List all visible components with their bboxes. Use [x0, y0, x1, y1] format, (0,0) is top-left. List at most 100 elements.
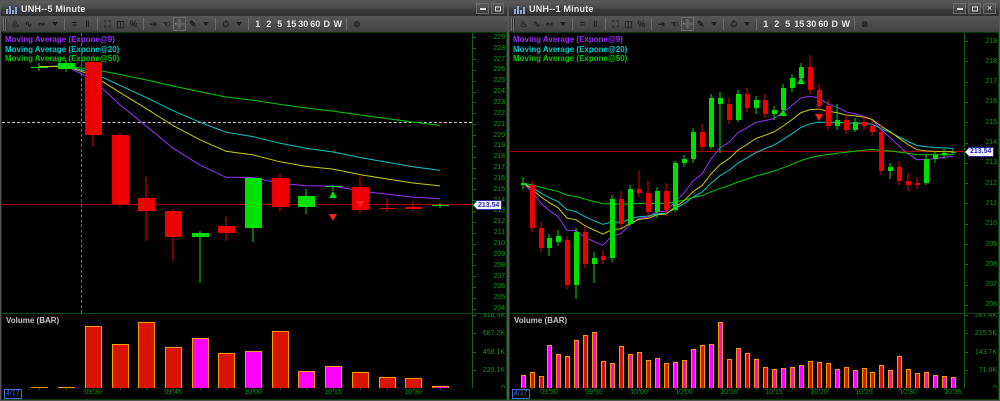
volume-bar[interactable] [137, 322, 155, 389]
pencil-icon[interactable]: ✎ [188, 18, 197, 29]
candlestick[interactable] [30, 33, 48, 313]
expand-icon[interactable]: ⛶ [612, 18, 619, 29]
timeframe-1[interactable]: 1 [255, 19, 261, 29]
candlestick[interactable] [663, 33, 669, 313]
fit-icon[interactable]: ◫ [116, 18, 125, 29]
minimize-icon[interactable] [953, 3, 966, 14]
chart-area-right[interactable]: Moving Average (Expone@9) Moving Average… [509, 32, 999, 400]
candlestick[interactable] [520, 33, 526, 313]
titlebar-right[interactable]: UNH--1 Minute ✕ [509, 1, 999, 16]
candlestick[interactable] [905, 33, 911, 313]
volume-bar[interactable] [726, 359, 732, 389]
hand-icon[interactable]: ☜ [670, 18, 679, 29]
candlestick[interactable] [164, 33, 182, 313]
volume-bar[interactable] [297, 371, 315, 389]
timeframe-30[interactable]: 30 [806, 19, 817, 29]
candlestick[interactable] [789, 33, 795, 313]
no-entry-icon[interactable]: ⊗ [352, 18, 361, 29]
timeframe-60[interactable]: 60 [818, 19, 829, 29]
volume-bar[interactable] [271, 331, 289, 389]
candlestick[interactable] [555, 33, 561, 313]
candlestick[interactable] [529, 33, 535, 313]
candlestick[interactable] [941, 33, 947, 313]
volume-bar[interactable] [324, 366, 342, 389]
timeframe-1[interactable]: 1 [763, 19, 769, 29]
draw-icon[interactable]: ♨ [11, 18, 20, 29]
volume-bar[interactable] [672, 362, 678, 389]
clock-icon[interactable]: ⏱ [222, 18, 230, 29]
timeframe-30[interactable]: 30 [298, 19, 309, 29]
candlestick[interactable] [807, 33, 813, 313]
equal-icon[interactable]: = [579, 19, 586, 29]
volume-bar[interactable] [600, 361, 606, 389]
candlestick[interactable] [582, 33, 588, 313]
candlestick[interactable] [573, 33, 579, 313]
volume-bar[interactable] [780, 368, 786, 389]
volume-bar[interactable] [861, 368, 867, 389]
hand-icon[interactable]: ☜ [162, 18, 171, 29]
candlestick[interactable] [726, 33, 732, 313]
candlestick[interactable] [324, 33, 342, 313]
volume-bar[interactable] [591, 332, 597, 389]
timeframe-D[interactable]: D [323, 19, 331, 29]
volume-bar[interactable] [807, 361, 813, 389]
volume-bar[interactable] [798, 365, 804, 389]
timeframe-15[interactable]: 15 [794, 19, 805, 29]
layers-icon[interactable]: ∾ [545, 18, 554, 29]
volume-plot[interactable] [510, 314, 964, 389]
volume-bar[interactable] [555, 354, 561, 389]
volume-bar[interactable] [923, 372, 929, 389]
candlestick[interactable] [636, 33, 642, 313]
volume-bar[interactable] [834, 369, 840, 389]
candlestick[interactable] [672, 33, 678, 313]
candlestick[interactable] [896, 33, 902, 313]
volume-bar[interactable] [762, 367, 768, 389]
percent-icon[interactable]: % [637, 19, 646, 29]
volume-bar[interactable] [244, 351, 262, 389]
candlestick[interactable] [137, 33, 155, 313]
volume-bar[interactable] [878, 365, 884, 389]
time-axis[interactable]: 09:30 09:45 10:00 10:15 10:30 [2, 388, 506, 399]
volume-bar[interactable] [914, 373, 920, 389]
compare-icon[interactable]: ∿ [532, 18, 541, 29]
candlestick[interactable] [690, 33, 696, 313]
volume-pane-left[interactable]: Volume (BAR) 916.3K687.2K458.1K229.1K009… [2, 313, 506, 399]
volume-bar[interactable] [708, 344, 714, 389]
volume-bar[interactable] [564, 356, 570, 389]
candlestick[interactable] [645, 33, 651, 313]
price-pane-right[interactable]: 219 218 217 216 215 214 213 212 211 210 209 208 207 2… [510, 33, 998, 313]
volume-bar[interactable] [217, 353, 235, 389]
volume-bar[interactable] [351, 372, 369, 389]
candlestick[interactable] [538, 33, 544, 313]
candlestick[interactable] [708, 33, 714, 313]
volume-plot[interactable] [2, 314, 472, 389]
candlestick[interactable] [378, 33, 396, 313]
layers-icon[interactable]: ∾ [37, 18, 46, 29]
volume-bar[interactable] [84, 326, 102, 389]
dropdown-caret-icon[interactable] [707, 17, 720, 31]
candlestick[interactable] [771, 33, 777, 313]
candlestick[interactable] [887, 33, 893, 313]
candlestick[interactable] [297, 33, 315, 313]
timeframe-5[interactable]: 5 [277, 19, 283, 29]
close-icon[interactable]: ✕ [983, 3, 996, 14]
toolbar-right[interactable]: ♨ ∿ ∾ = ‖ ⛶ ◫ % ➔ ☜ ➕ ✎ ⏱ 1 2 5 15 30 [509, 16, 999, 32]
volume-bar[interactable] [681, 360, 687, 389]
volume-bar[interactable] [699, 345, 705, 389]
crosshair-icon[interactable]: ➕ [173, 17, 187, 31]
candlestick[interactable] [244, 33, 262, 313]
candlestick[interactable] [404, 33, 422, 313]
volume-bar[interactable] [816, 362, 822, 389]
chart-area-left[interactable]: Moving Average (Expone@9) Moving Average… [1, 32, 507, 400]
candlestick[interactable] [699, 33, 705, 313]
volume-bar[interactable] [717, 322, 723, 389]
candlestick[interactable] [217, 33, 235, 313]
candlestick[interactable] [753, 33, 759, 313]
volume-bar[interactable] [645, 360, 651, 389]
crosshair-icon[interactable]: ➕ [681, 17, 695, 31]
price-plot[interactable] [510, 33, 964, 313]
dropdown-caret-icon[interactable] [232, 17, 245, 31]
volume-bar[interactable] [546, 345, 552, 389]
